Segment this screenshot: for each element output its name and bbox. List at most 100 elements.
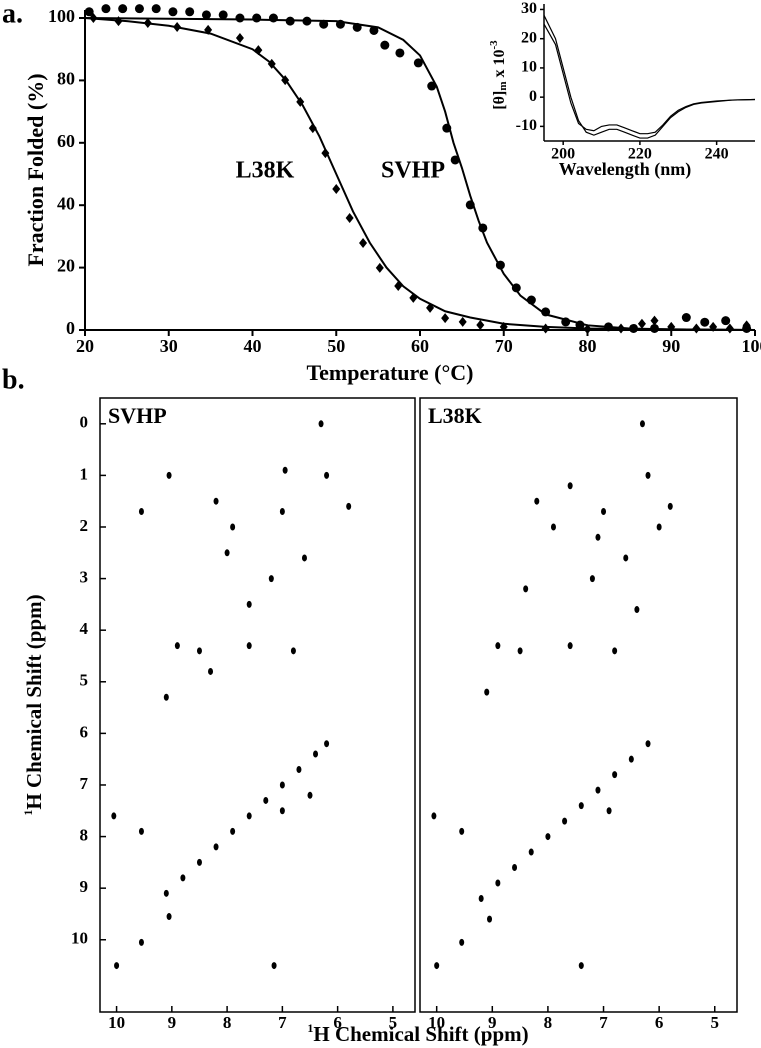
nmr-peak <box>517 647 523 655</box>
data-point <box>359 237 368 248</box>
data-point <box>319 19 329 29</box>
label-part: -3 <box>488 40 500 50</box>
x-tick-label: 200 <box>551 146 575 163</box>
nmr-peak <box>667 502 673 510</box>
data-point <box>650 315 659 326</box>
nmr-peak <box>166 471 172 479</box>
nmr-peak <box>268 575 274 583</box>
nmr-peak <box>595 786 601 794</box>
data-point <box>700 317 710 327</box>
y-tick-label: 20 <box>57 256 75 276</box>
nmr-peak <box>431 812 437 820</box>
label-part: H Chemical Shift (ppm) <box>22 594 46 809</box>
nmr-peak <box>324 471 330 479</box>
data-point <box>151 4 161 14</box>
data-point <box>185 7 195 17</box>
x-tick-label: 7 <box>599 1013 608 1032</box>
nmr-peak <box>313 750 319 758</box>
label-part: m <box>497 81 509 90</box>
y-tick-label: 80 <box>57 69 75 89</box>
y-tick-label: 3 <box>80 567 89 586</box>
y-axis-label: Fraction Folded (%) <box>23 73 48 266</box>
data-point <box>380 40 390 50</box>
data-point <box>134 4 144 14</box>
nmr-peak <box>246 600 252 608</box>
x-axis-label: Temperature (°C) <box>306 360 473 385</box>
label-part: 1 <box>21 810 35 816</box>
y-axis-label: 1H Chemical Shift (ppm) <box>21 594 46 815</box>
x-tick-label: 5 <box>711 1013 720 1032</box>
nmr-peak <box>645 740 651 748</box>
nmr-peak <box>589 575 595 583</box>
y-tick-label: 7 <box>80 774 89 793</box>
nmr-peak <box>487 915 493 923</box>
data-point <box>681 313 691 323</box>
data-point <box>511 283 521 293</box>
y-tick-label: 5 <box>80 671 89 690</box>
nmr-peak <box>208 667 214 675</box>
x-tick-label: 10 <box>428 1013 445 1032</box>
x-tick-label: 80 <box>579 336 597 356</box>
panel: -10 0 10 20 30 200 220 240 Wavelength (nm) [θ]m x… <box>488 0 761 182</box>
nmr-peak <box>138 827 144 835</box>
label-part: x 10 <box>491 49 508 81</box>
x-tick-label: 7 <box>278 1013 287 1032</box>
nmr-peak <box>567 642 573 650</box>
y-tick-label: 30 <box>521 0 537 17</box>
label-part: 1 <box>307 1021 313 1035</box>
y-tick-label: 8 <box>80 825 89 844</box>
nmr-peak <box>307 791 313 799</box>
data-point <box>369 25 379 35</box>
nmr-peak <box>163 889 169 897</box>
data-point <box>395 48 405 58</box>
x-tick-label: 40 <box>244 336 262 356</box>
data-point <box>308 123 317 134</box>
series-label: SVHP <box>381 158 445 184</box>
x-tick-label: 8 <box>544 1013 553 1032</box>
nmr-peak <box>484 688 490 696</box>
nmr-peak <box>595 533 601 541</box>
panel-label: a. <box>2 0 23 29</box>
nmr-peak <box>656 523 662 531</box>
y-tick-label: 0 <box>80 413 89 432</box>
data-point <box>541 323 550 334</box>
data-point <box>254 45 263 56</box>
nmr-peak <box>174 642 180 650</box>
nmr-peak <box>562 817 568 825</box>
nmr-peak <box>606 807 612 815</box>
data-point <box>450 155 460 165</box>
nmr-peak <box>279 508 285 516</box>
data-point <box>742 320 751 331</box>
y-tick-label: 20 <box>521 29 537 46</box>
x-tick-label: 20 <box>76 336 94 356</box>
nmr-peak <box>114 962 120 970</box>
nmr-peak <box>138 938 144 946</box>
data-point <box>345 212 354 223</box>
panel: 0204060801002030405060708090100Temperatu… <box>2 0 761 385</box>
nmr-peak <box>224 549 230 557</box>
nmr-peak <box>138 508 144 516</box>
data-point <box>637 318 646 329</box>
nmr-peak <box>639 420 645 428</box>
data-point <box>427 81 437 91</box>
nmr-peak <box>550 523 556 531</box>
nmr-peak <box>623 554 629 562</box>
nmr-peak <box>196 647 202 655</box>
data-point <box>332 183 341 194</box>
data-point <box>268 13 278 23</box>
panel-label: b. <box>2 364 25 395</box>
x-tick-label: 30 <box>160 336 178 356</box>
nmr-peak <box>459 827 465 835</box>
nmr-peak <box>346 502 352 510</box>
data-point <box>84 7 94 17</box>
nmr-peak <box>324 740 330 748</box>
nmr-peak <box>628 755 634 763</box>
nmr-peak <box>263 796 269 804</box>
spectrum-line <box>543 23 756 135</box>
x-tick-label: 9 <box>488 1013 497 1032</box>
nmr-peak <box>282 466 288 474</box>
data-point <box>692 323 701 334</box>
data-point <box>458 316 467 327</box>
